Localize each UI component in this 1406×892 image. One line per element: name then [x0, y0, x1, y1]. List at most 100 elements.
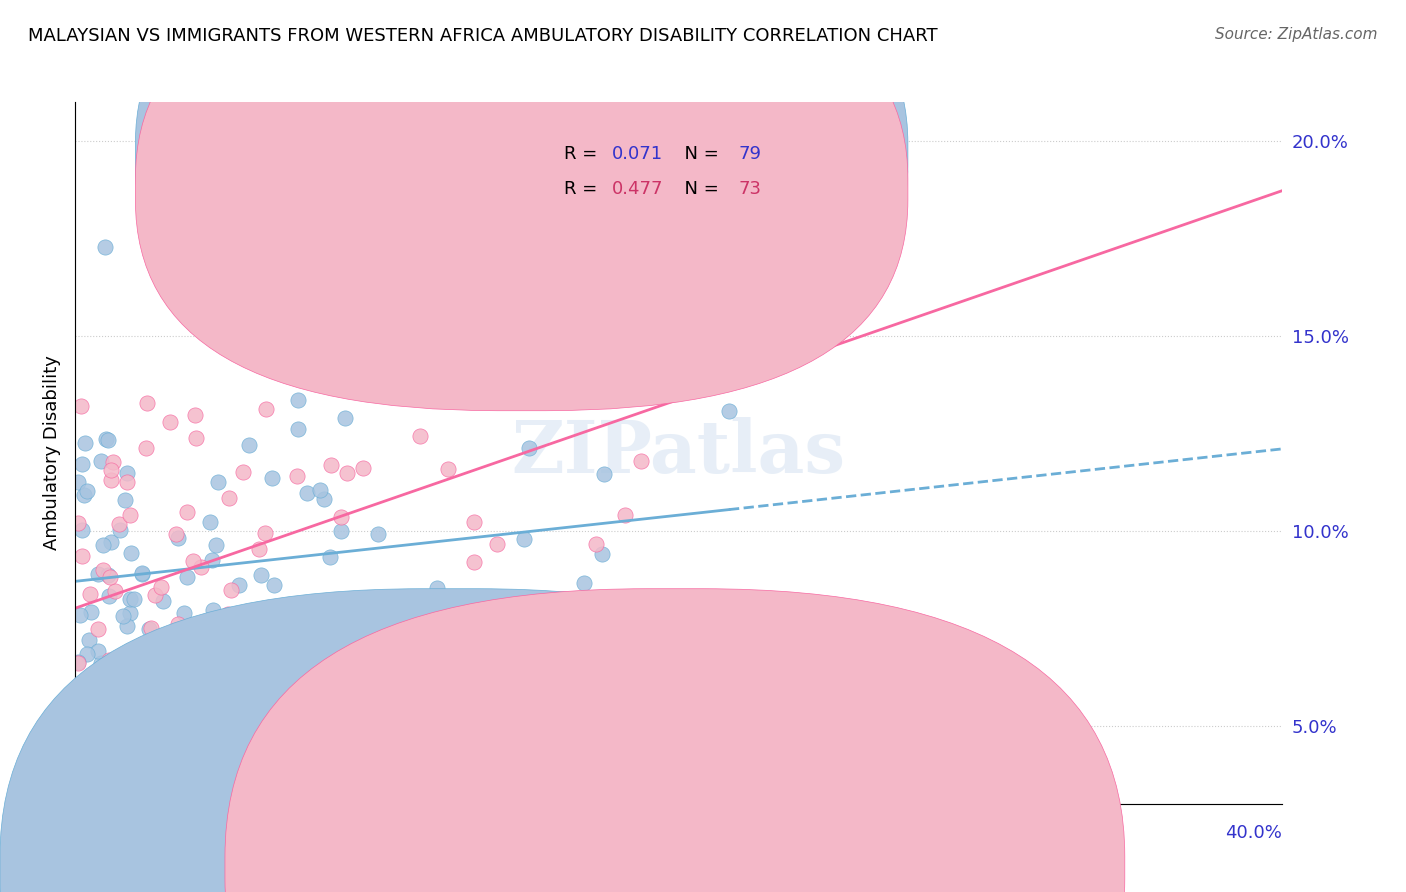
Point [219, 582, 242, 597]
Point [228, 578, 250, 592]
Point [337, 620, 360, 634]
Point [135, 713, 157, 727]
Point [295, 486, 318, 500]
Point [201, 603, 224, 617]
Point [79, 587, 101, 601]
Point [87, 644, 110, 658]
Point [249, 609, 271, 624]
Point [249, 568, 271, 582]
Point [79, 605, 101, 619]
Point [436, 462, 458, 476]
Point [247, 541, 270, 556]
Point [592, 467, 614, 482]
Point [98, 653, 121, 667]
Point [319, 550, 342, 565]
Point [614, 508, 637, 522]
Point [181, 676, 204, 690]
Point [94, 432, 117, 446]
Point [70, 457, 93, 471]
Point [312, 343, 335, 358]
FancyBboxPatch shape [135, 0, 908, 410]
Point [449, 593, 471, 607]
Point [135, 396, 157, 410]
Point [139, 621, 162, 635]
Point [174, 761, 197, 775]
Point [69, 783, 91, 797]
Point [75, 435, 97, 450]
FancyBboxPatch shape [474, 122, 884, 228]
Point [308, 483, 330, 497]
Point [717, 404, 740, 418]
Point [205, 538, 228, 552]
Point [135, 441, 157, 455]
Point [70, 399, 93, 413]
Point [336, 466, 359, 480]
Point [94, 657, 117, 672]
Point [285, 469, 308, 483]
Point [83, 797, 105, 812]
Point [124, 592, 146, 607]
Point [426, 581, 449, 595]
Point [98, 570, 121, 584]
Text: 40.0%: 40.0% [1225, 823, 1282, 842]
Point [149, 704, 172, 718]
Point [263, 577, 285, 591]
Point [541, 329, 564, 343]
Point [591, 547, 613, 561]
Point [90, 694, 112, 708]
Point [186, 654, 208, 668]
Point [217, 607, 239, 622]
Point [97, 567, 120, 582]
Point [97, 433, 120, 447]
Point [97, 589, 120, 603]
Point [94, 240, 117, 254]
Point [328, 268, 350, 282]
Point [181, 554, 204, 568]
Point [463, 555, 485, 569]
Point [118, 508, 141, 522]
Point [138, 622, 160, 636]
Point [404, 650, 426, 665]
Point [87, 622, 110, 636]
Point [200, 515, 222, 529]
Point [143, 649, 166, 664]
Point [486, 654, 509, 668]
Point [76, 712, 98, 726]
Point [287, 422, 309, 436]
Point [218, 491, 240, 505]
Text: 79: 79 [740, 145, 762, 163]
Point [86, 566, 108, 581]
Point [167, 531, 190, 545]
Point [118, 592, 141, 607]
Point [100, 473, 122, 487]
Point [176, 570, 198, 584]
Point [512, 532, 534, 546]
Point [108, 524, 131, 538]
Point [66, 706, 89, 720]
Point [76, 484, 98, 499]
Point [117, 778, 139, 792]
Point [70, 549, 93, 563]
Point [104, 584, 127, 599]
Point [90, 453, 112, 467]
Point [79, 739, 101, 753]
Text: 0.477: 0.477 [612, 180, 664, 198]
Point [115, 466, 138, 480]
Point [307, 341, 329, 355]
Point [271, 599, 294, 613]
Point [330, 524, 353, 538]
Point [131, 567, 153, 582]
Point [67, 475, 90, 489]
Text: Malaysians: Malaysians [499, 859, 599, 877]
Point [115, 475, 138, 489]
Text: 73: 73 [740, 180, 762, 198]
Point [143, 588, 166, 602]
Point [585, 537, 607, 551]
Point [149, 580, 172, 594]
Point [176, 631, 198, 645]
Point [319, 458, 342, 472]
Point [90, 656, 112, 670]
Text: N =: N = [672, 145, 724, 163]
Point [463, 515, 485, 529]
Y-axis label: Ambulatory Disability: Ambulatory Disability [44, 355, 60, 550]
